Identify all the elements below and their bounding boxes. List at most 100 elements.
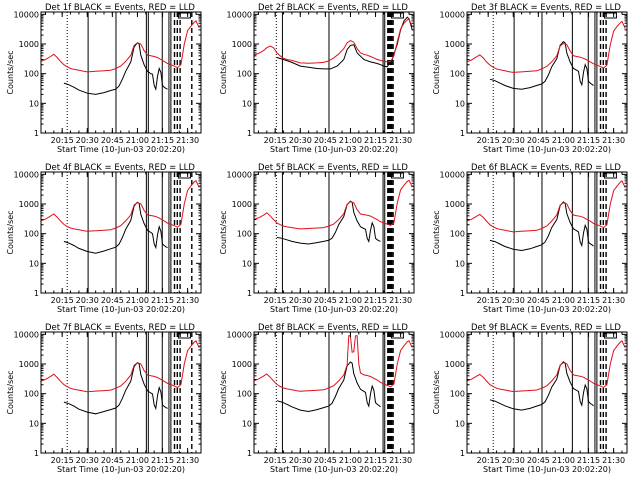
y-tick-label: 10 (455, 419, 465, 428)
series-line-lld (467, 180, 626, 233)
x-tick-label: 20:15 (264, 456, 287, 465)
y-tick-label: 1 (247, 449, 252, 458)
x-tick-label: 21:30 (602, 296, 625, 305)
chart-panel-5f: 1 10 100 1000 10000 20:15 20:30 20:45 21:00 21:15… (219, 163, 415, 314)
x-tick-label: 20:15 (264, 296, 287, 305)
x-tick-label: 20:15 (477, 296, 500, 305)
x-tick-label: 20:45 (101, 136, 124, 145)
chart-panel-8f: 1 10 100 1000 10000 20:15 20:30 20:45 21:00 21:15… (219, 323, 415, 474)
chart-title: Det 1f BLACK = Events, RED = LLD (45, 3, 195, 13)
plot-area (467, 332, 626, 453)
y-tick-label: 1000 (232, 360, 252, 369)
x-axis-label: Start Time (10-Jun-03 20:02:20) (270, 305, 398, 314)
x-tick-label: 20:45 (101, 456, 124, 465)
chart-title: Det 7f BLACK = Events, RED = LLD (45, 323, 195, 333)
y-axis-label: Counts/sec (432, 210, 441, 254)
x-axis-label: Start Time (10-Jun-03 20:02:20) (270, 145, 398, 154)
x-tick-label: 21:30 (176, 136, 199, 145)
y-tick-label: 10000 (440, 10, 465, 19)
x-tick-label: 20:30 (502, 136, 525, 145)
y-tick-label: 100 (237, 230, 252, 239)
y-tick-label: 1 (460, 289, 465, 298)
x-tick-label: 20:15 (477, 136, 500, 145)
y-axis-label: Counts/sec (219, 370, 228, 414)
y-tick-label: 10 (242, 419, 252, 428)
y-tick-label: 1000 (445, 40, 465, 49)
y-axis-label: Counts/sec (219, 210, 228, 254)
plot-area (41, 332, 200, 453)
plot-area (41, 12, 200, 133)
y-tick-label: 100 (450, 230, 465, 239)
x-tick-label: 21:30 (602, 136, 625, 145)
y-axis-label: Counts/sec (6, 210, 15, 254)
y-tick-label: 1000 (445, 360, 465, 369)
x-tick-label: 20:30 (502, 296, 525, 305)
x-tick-label: 20:30 (76, 456, 99, 465)
y-tick-label: 10000 (14, 170, 39, 179)
series-line-events (276, 361, 381, 413)
x-tick-label: 21:00 (552, 296, 575, 305)
x-tick-label: 21:30 (602, 456, 625, 465)
chart-title: Det 9f BLACK = Events, RED = LLD (471, 323, 621, 333)
x-tick-label: 21:15 (577, 296, 600, 305)
plot-area (467, 12, 626, 133)
x-axis-label: Start Time (10-Jun-03 20:02:20) (57, 465, 185, 474)
series-line-events (489, 41, 594, 90)
y-tick-label: 10000 (227, 10, 252, 19)
flag-box (390, 332, 404, 339)
y-tick-label: 100 (24, 70, 39, 79)
y-axis-label: Counts/sec (219, 50, 228, 94)
x-tick-label: 21:30 (389, 296, 412, 305)
x-tick-label: 20:45 (527, 136, 550, 145)
x-tick-label: 21:00 (339, 296, 362, 305)
x-tick-label: 20:45 (101, 296, 124, 305)
chart-panel-3f: 1 10 100 1000 10000 20:15 20:30 20:45 21:00 21:15… (432, 3, 628, 154)
x-tick-label: 20:45 (314, 456, 337, 465)
y-tick-label: 100 (24, 390, 39, 399)
x-tick-label: 20:30 (76, 296, 99, 305)
series-line-lld (41, 179, 200, 232)
flag-box (177, 12, 191, 19)
x-tick-label: 21:00 (552, 136, 575, 145)
y-tick-label: 1 (460, 449, 465, 458)
series-line-lld (254, 18, 413, 64)
y-tick-label: 1000 (232, 200, 252, 209)
flag-box (177, 332, 191, 339)
chart-panel-7f: 1 10 100 1000 10000 20:15 20:30 20:45 21:00 21:15… (6, 323, 202, 474)
plot-area (254, 172, 413, 293)
x-tick-label: 21:30 (389, 456, 412, 465)
y-tick-label: 10 (29, 419, 39, 428)
y-tick-label: 1 (34, 449, 39, 458)
y-tick-label: 10 (242, 99, 252, 108)
y-tick-label: 1 (34, 289, 39, 298)
y-tick-label: 1 (460, 129, 465, 138)
y-tick-label: 1000 (19, 40, 39, 49)
plot-area (254, 332, 413, 453)
x-tick-label: 21:30 (176, 296, 199, 305)
x-tick-label: 21:15 (364, 136, 387, 145)
y-tick-label: 10000 (440, 330, 465, 339)
flag-box (603, 332, 617, 339)
flag-box (177, 172, 191, 179)
y-axis-label: Counts/sec (432, 50, 441, 94)
x-axis-label: Start Time (10-Jun-03 20:02:20) (483, 305, 611, 314)
y-tick-label: 100 (24, 230, 39, 239)
chart-panel-1f: 1 10 100 1000 10000 20:15 20:30 20:45 21:00 21:15… (6, 3, 202, 154)
x-tick-label: 21:15 (577, 136, 600, 145)
y-tick-label: 100 (450, 390, 465, 399)
y-tick-label: 100 (237, 390, 252, 399)
x-tick-label: 20:30 (502, 456, 525, 465)
x-tick-label: 21:00 (126, 456, 149, 465)
x-tick-label: 20:45 (314, 296, 337, 305)
series-line-lld (467, 340, 626, 393)
y-tick-label: 1000 (445, 200, 465, 209)
chart-title: Det 2f BLACK = Events, RED = LLD (258, 3, 408, 13)
x-tick-label: 21:15 (151, 296, 174, 305)
series-line-events (489, 201, 594, 252)
series-line-lld (254, 335, 413, 392)
series-line-lld (254, 179, 413, 230)
series-line-events (489, 361, 594, 411)
chart-panel-9f: 1 10 100 1000 10000 20:15 20:30 20:45 21:00 21:15… (432, 323, 628, 474)
flag-box (603, 172, 617, 179)
